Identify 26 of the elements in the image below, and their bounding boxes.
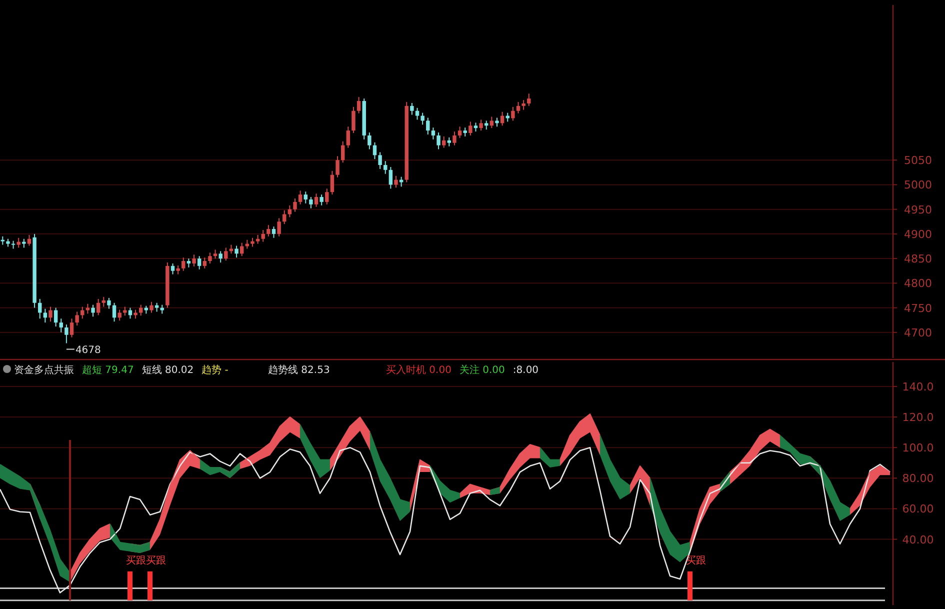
y-tick-label: 60.00 bbox=[902, 502, 934, 516]
annotation: 买跟 bbox=[146, 555, 166, 566]
annotation: 超短 79.47 bbox=[82, 364, 134, 376]
y-tick-label: 4850 bbox=[904, 252, 932, 266]
y-tick-label: 100.0 bbox=[902, 442, 934, 455]
legend-title: 资金多点共振 bbox=[14, 364, 74, 376]
y-tick-label: 4950 bbox=[904, 203, 932, 216]
y-tick-label: 5000 bbox=[904, 178, 932, 192]
y-tick-label: 4700 bbox=[904, 326, 932, 340]
y-tick-label: 5050 bbox=[904, 154, 932, 168]
annotation: 趋势 - bbox=[202, 364, 229, 376]
annotation: :8.00 bbox=[512, 365, 539, 376]
y-tick-label: 4800 bbox=[904, 277, 932, 290]
annotation: 趋势线 82.53 bbox=[268, 364, 330, 376]
y-tick-label: 120.0 bbox=[902, 411, 934, 424]
y-tick-label: 40.00 bbox=[902, 533, 934, 546]
annotation: 短线 80.02 bbox=[142, 364, 194, 376]
y-tick-label: 80.00 bbox=[902, 472, 934, 486]
annotation: 4678 bbox=[75, 345, 101, 356]
annotation: 买入时机 0.00 bbox=[386, 364, 452, 376]
y-tick-label: 4750 bbox=[904, 302, 932, 315]
annotation: 关注 0.00 bbox=[459, 364, 505, 376]
y-tick-label: 4900 bbox=[904, 228, 932, 241]
line-series bbox=[0, 446, 891, 594]
annotation: 买跟 bbox=[126, 555, 146, 566]
y-tick-label: 140.0 bbox=[902, 380, 934, 394]
